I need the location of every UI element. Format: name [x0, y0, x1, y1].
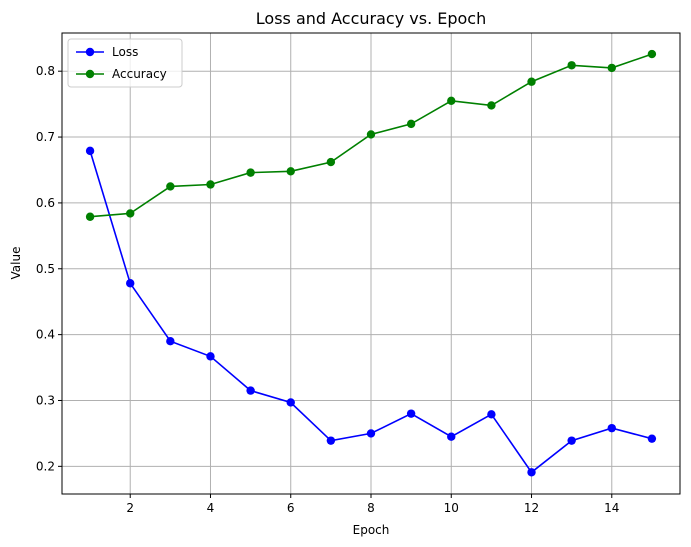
y-axis-ticks: 0.2 0.3 0.4 0.5 0.6 0.7 0.8 — [36, 64, 62, 473]
loss-point — [85, 146, 95, 156]
x-tick-label: 4 — [207, 501, 215, 515]
series-layer — [85, 49, 657, 477]
loss-point — [567, 436, 576, 445]
x-axis-label: Epoch — [353, 523, 390, 537]
accuracy-point — [246, 168, 255, 177]
legend-box — [67, 38, 183, 88]
loss-point — [487, 410, 496, 419]
accuracy-point — [126, 209, 135, 218]
x-tick-label: 10 — [444, 501, 459, 515]
legend: Loss Accuracy — [67, 38, 183, 88]
y-tick-label: 0.5 — [36, 262, 55, 276]
loss-point — [126, 279, 135, 288]
accuracy-point — [487, 101, 496, 110]
y-tick-label: 0.3 — [36, 393, 55, 407]
series-loss — [85, 146, 657, 477]
accuracy-point — [527, 77, 536, 86]
x-tick-label: 8 — [367, 501, 375, 515]
loss-point — [246, 386, 255, 395]
y-tick-label: 0.6 — [36, 196, 55, 210]
y-tick-label: 0.2 — [36, 459, 55, 473]
grid-lines — [62, 33, 680, 494]
legend-item-loss: Loss — [76, 45, 138, 59]
accuracy-point — [406, 119, 416, 129]
legend-item-accuracy: Accuracy — [76, 67, 167, 81]
legend-label-loss: Loss — [112, 45, 138, 59]
series-accuracy — [85, 49, 657, 221]
x-tick-label: 2 — [126, 501, 134, 515]
accuracy-point — [206, 180, 215, 189]
loss-point — [366, 429, 376, 438]
accuracy-point — [286, 167, 295, 176]
y-axis-label: Value — [9, 247, 23, 280]
accuracy-point — [366, 130, 376, 139]
loss-point — [286, 398, 295, 407]
legend-marker-loss — [85, 47, 95, 57]
x-axis-ticks: 2 4 6 8 10 12 14 — [126, 494, 619, 515]
x-tick-label: 14 — [604, 501, 619, 515]
loss-point — [406, 409, 416, 418]
legend-marker-accuracy — [85, 69, 95, 79]
accuracy-point — [326, 157, 336, 167]
loss-point — [206, 352, 215, 361]
x-tick-label: 12 — [524, 501, 539, 515]
y-tick-label: 0.8 — [36, 64, 55, 78]
x-tick-label: 6 — [287, 501, 295, 515]
loss-point — [326, 436, 336, 445]
y-tick-label: 0.4 — [36, 328, 55, 342]
accuracy-point — [567, 61, 576, 70]
accuracy-point — [447, 96, 456, 106]
accuracy-point — [607, 63, 616, 73]
loss-point — [647, 434, 657, 443]
loss-point — [447, 432, 456, 441]
accuracy-point — [85, 212, 95, 221]
y-tick-label: 0.7 — [36, 130, 55, 144]
accuracy-point — [647, 49, 657, 59]
loss-point — [527, 468, 536, 477]
chart-title: Loss and Accuracy vs. Epoch — [256, 9, 486, 28]
loss-point — [607, 423, 616, 433]
accuracy-point — [166, 182, 175, 191]
legend-label-accuracy: Accuracy — [112, 67, 167, 81]
loss-point — [166, 337, 175, 346]
